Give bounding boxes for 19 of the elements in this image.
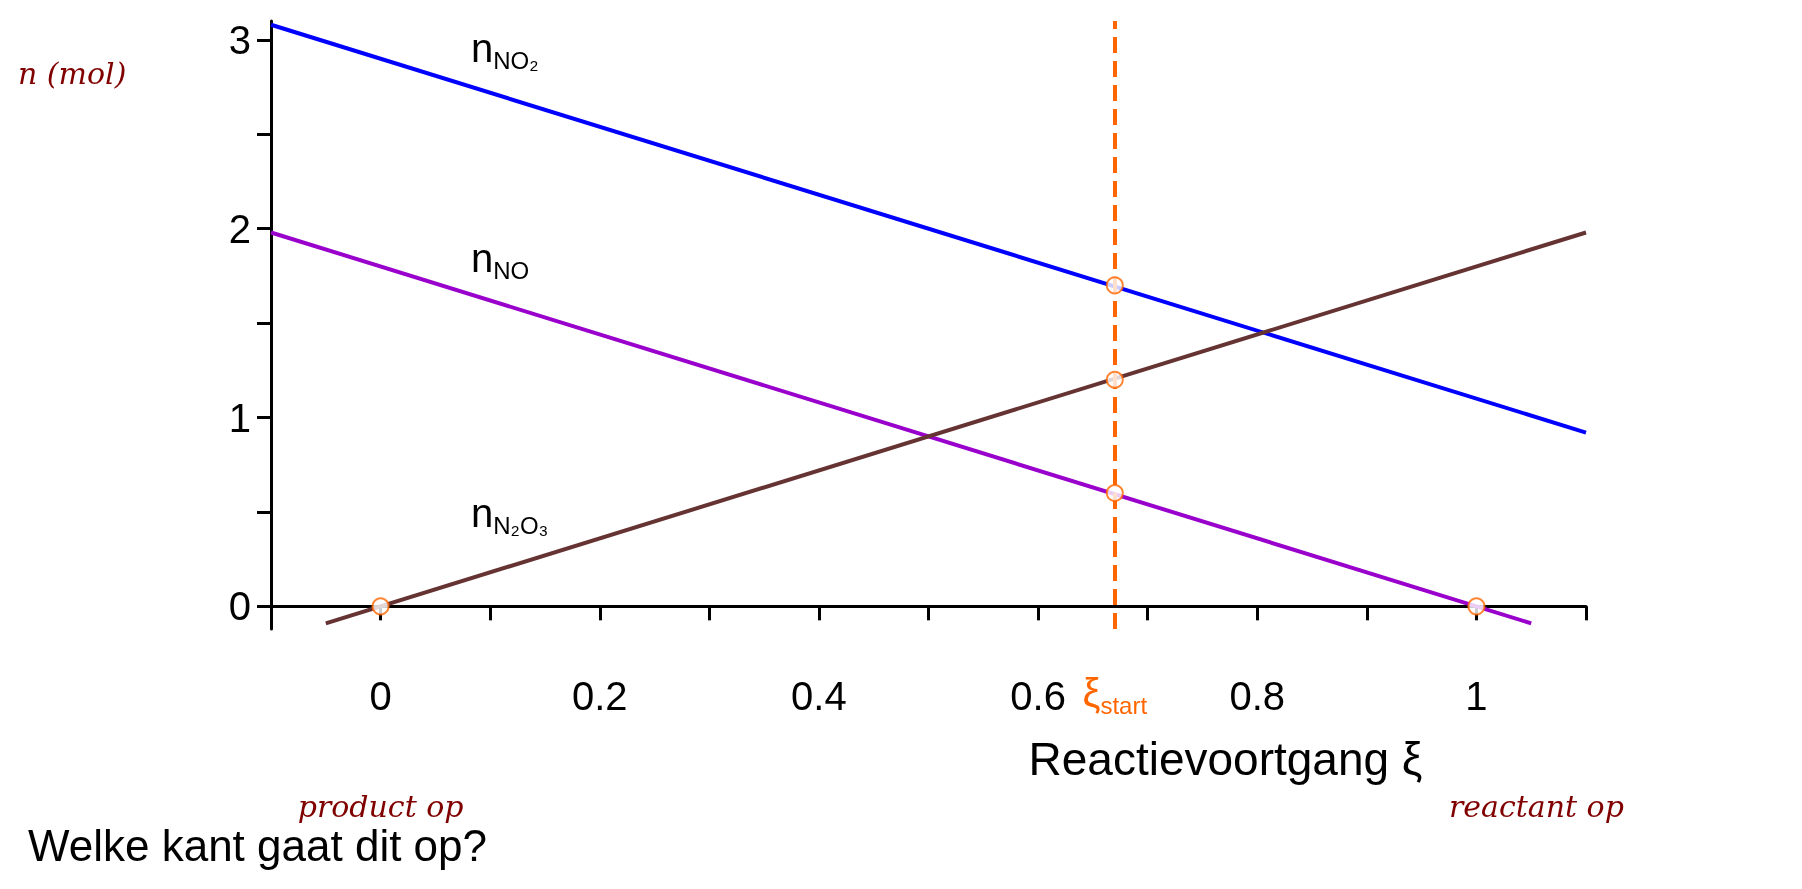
point: [1467, 597, 1486, 616]
y-tick-label: 3: [228, 17, 251, 62]
x-tick-label: 0.4: [791, 674, 847, 719]
y-axis-title: n (mol): [18, 55, 127, 91]
text: product op: [297, 788, 464, 824]
point: [1105, 276, 1124, 295]
x-tick-label: 1: [1465, 674, 1488, 719]
x-tick-label: 0: [369, 674, 392, 719]
y-tick-label: 1: [228, 395, 251, 440]
point: [1105, 370, 1124, 389]
y-tick-label: 2: [228, 206, 251, 251]
y-tick-label: 0: [228, 584, 251, 629]
x-tick-label: 0.8: [1229, 674, 1286, 719]
x-tick-label: 0.2: [571, 674, 628, 719]
x-axis-title: Reactievoortgang ξ: [1028, 733, 1423, 786]
point: [371, 597, 390, 616]
point: [1105, 484, 1124, 503]
x-tick-label: 0.6: [1010, 674, 1066, 719]
text: reactant op: [1448, 788, 1624, 824]
